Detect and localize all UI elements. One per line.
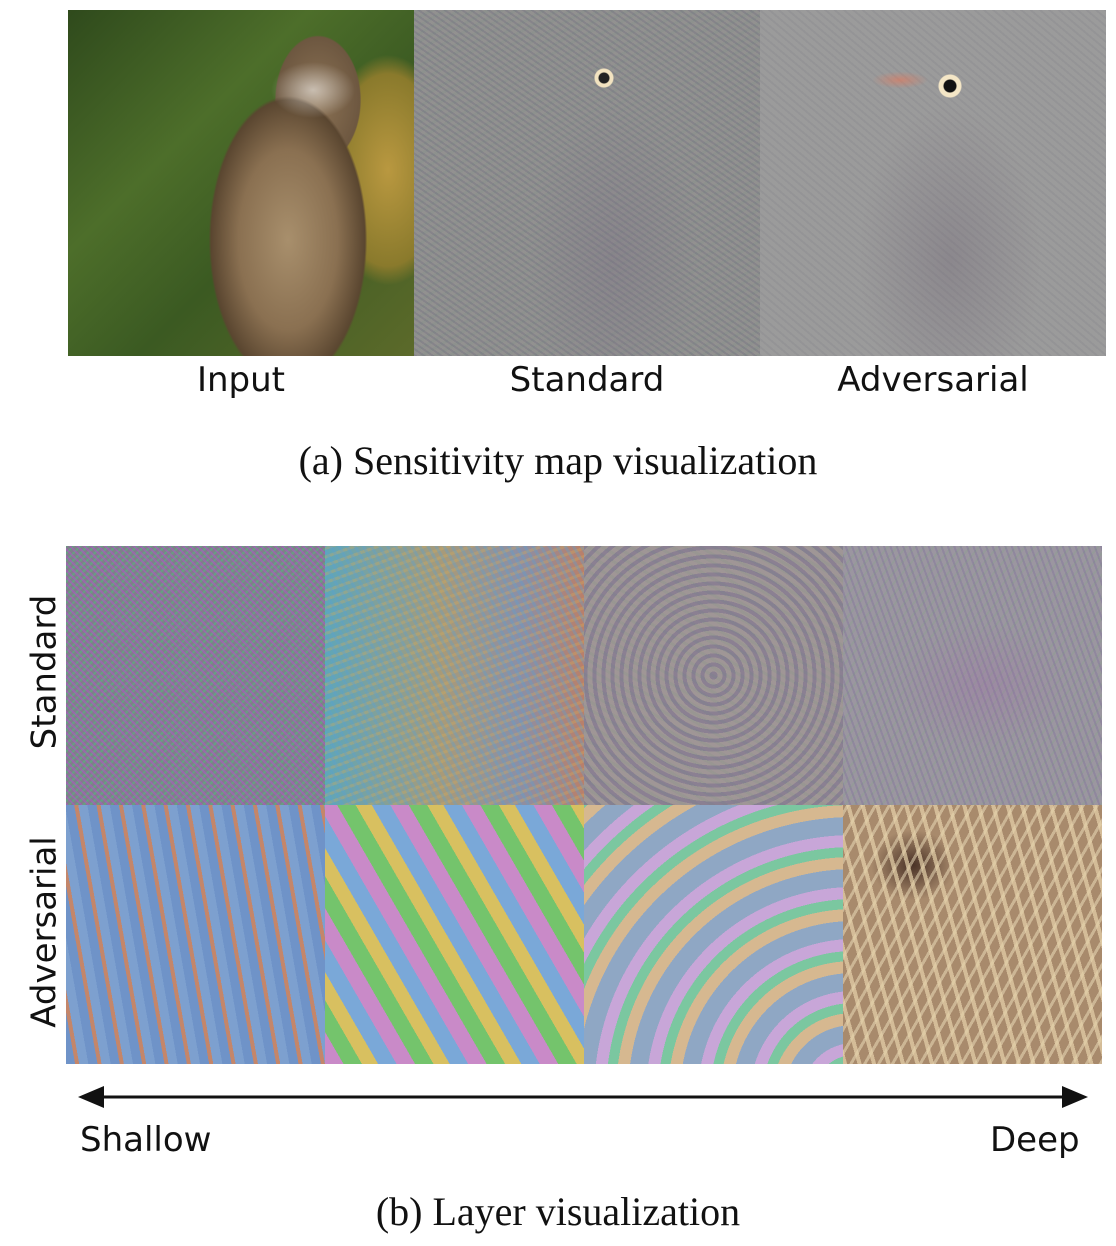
standard-layer-2-visualization	[325, 546, 584, 805]
row-label-adversarial: Adversarial	[24, 836, 65, 1028]
adversarial-layer-4-visualization	[843, 805, 1102, 1064]
label-adversarial: Adversarial	[837, 360, 1029, 400]
axis-label-deep: Deep	[990, 1120, 1080, 1160]
standard-sensitivity-map	[414, 10, 760, 356]
caption-a: (a) Sensitivity map visualization	[298, 438, 818, 483]
caption-b: (b) Layer visualization	[375, 1189, 741, 1234]
standard-layer-3-visualization	[584, 546, 843, 805]
double-arrow-icon	[78, 1086, 1088, 1108]
label-input: Input	[196, 360, 286, 400]
standard-layer-4-visualization	[843, 546, 1102, 805]
adversarial-layer-1-visualization	[66, 805, 325, 1064]
standard-layer-1-visualization	[66, 546, 325, 805]
row-label-standard: Standard	[24, 594, 65, 750]
adversarial-layer-3-visualization	[584, 805, 843, 1064]
axis-label-shallow: Shallow	[80, 1120, 212, 1160]
adversarial-sensitivity-map	[760, 10, 1106, 356]
input-bird-image	[68, 10, 414, 356]
adversarial-layer-2-visualization	[325, 805, 584, 1064]
label-standard: Standard	[509, 360, 665, 400]
